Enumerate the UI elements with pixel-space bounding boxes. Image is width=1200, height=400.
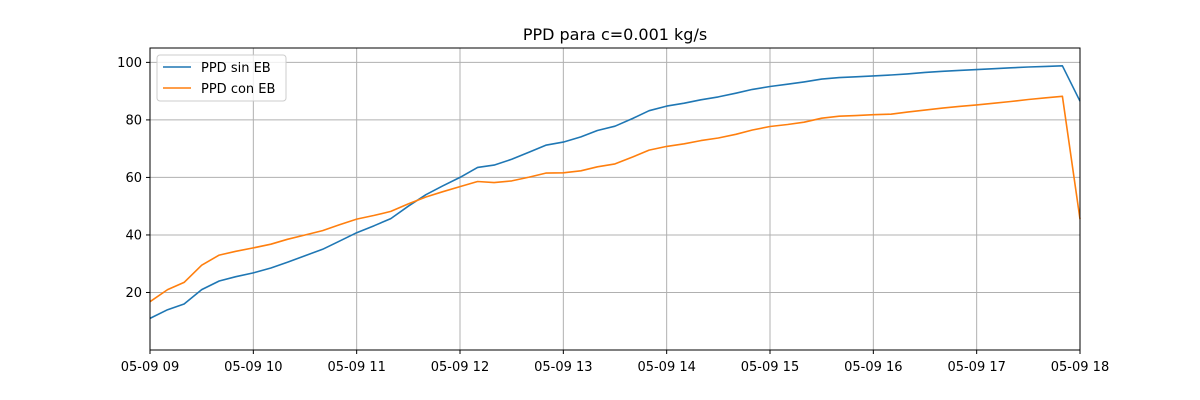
x-tick-label: 05-09 13 [534, 360, 592, 375]
y-tick-label: 40 [125, 228, 142, 243]
y-tick-label: 60 [125, 171, 142, 186]
series-line-2 [149, 95, 1081, 303]
y-tick-label: 20 [125, 286, 142, 301]
legend-label-2: PPD con EB [201, 82, 275, 97]
x-tick-label: 05-09 16 [844, 360, 902, 375]
x-tick-label: 05-09 12 [431, 360, 489, 375]
x-tick-label: 05-09 15 [741, 360, 799, 375]
x-tick-label: 05-09 11 [327, 360, 385, 375]
y-tick-label: 80 [125, 113, 142, 128]
legend: PPD sin EB PPD con EB [156, 54, 287, 102]
grid-lines [149, 48, 1081, 350]
plot-area-frame [149, 47, 1081, 351]
chart-title: PPD para c=0.001 kg/s [523, 25, 707, 44]
x-tick-label: 05-09 17 [947, 360, 1005, 375]
axis-ticks: 05-09 09 05-09 10 05-09 11 05-09 12 05-09 13… [117, 56, 1109, 375]
x-tick-label: 05-09 14 [637, 360, 695, 375]
y-tick-label: 100 [117, 56, 142, 71]
x-tick-label: 05-09 18 [1051, 360, 1109, 375]
legend-label-1: PPD sin EB [201, 61, 271, 76]
series-line-1 [149, 65, 1081, 320]
series-lines [149, 65, 1081, 320]
x-tick-label: 05-09 10 [224, 360, 282, 375]
x-tick-label: 05-09 09 [121, 360, 179, 375]
